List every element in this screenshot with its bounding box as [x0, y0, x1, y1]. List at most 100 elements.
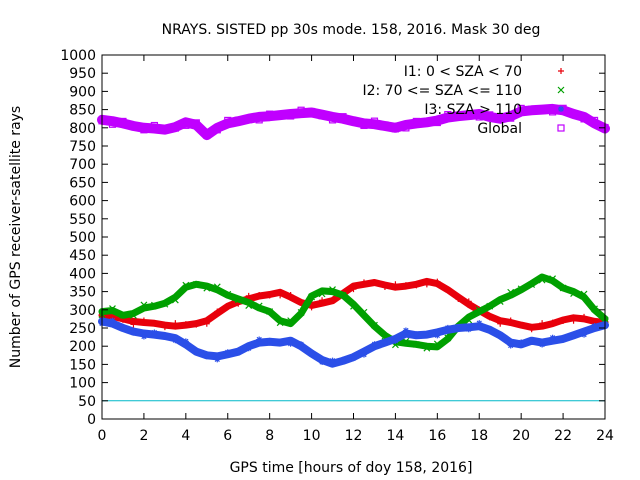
- chart-title: NRAYS. SISTED pp 30s mode. 158, 2016. Ma…: [162, 22, 541, 38]
- data-point: [454, 111, 462, 119]
- data-point: [109, 317, 116, 324]
- data-point: [455, 296, 462, 303]
- data-point: [182, 121, 190, 129]
- series-line: [98, 273, 609, 351]
- data-point: [287, 317, 295, 325]
- axis-ticks: [101, 54, 606, 420]
- data-point: [444, 111, 452, 119]
- data-point: [214, 308, 221, 315]
- data-point: [245, 116, 253, 124]
- data-point: [581, 313, 588, 320]
- data-point: [412, 117, 420, 126]
- data-point: [423, 118, 431, 126]
- data-point: [444, 334, 452, 342]
- data-point: [350, 355, 357, 362]
- data-point: [549, 275, 557, 283]
- y-tick-label: 600: [69, 194, 96, 210]
- data-point: [360, 279, 367, 286]
- data-point: [581, 331, 588, 338]
- data-point: [329, 296, 336, 303]
- data-point: [203, 353, 210, 360]
- data-point: [150, 121, 158, 130]
- data-point: [130, 321, 137, 328]
- data-point: [245, 345, 252, 352]
- data-point: [287, 340, 294, 347]
- data-point: [423, 344, 431, 352]
- data-point: [182, 321, 189, 328]
- x-tick-label: 14: [387, 428, 405, 444]
- data-point: [161, 324, 168, 331]
- data-point: [360, 121, 368, 130]
- data-point: [329, 357, 336, 364]
- x-tick-labels: 0 2 4 6 8 10 12 14 16 18 20 22 24: [98, 428, 614, 444]
- data-point: [517, 285, 525, 293]
- legend-label: I1: 0 < SZA < 70: [404, 64, 522, 80]
- y-tick-label: 350: [69, 285, 96, 301]
- data-point: [465, 326, 472, 333]
- data-point: [182, 338, 189, 345]
- data-point: [224, 290, 232, 298]
- data-point: [297, 309, 305, 316]
- legend-marker: [558, 106, 564, 112]
- data-point: [391, 125, 400, 133]
- legend-marker: [558, 68, 564, 74]
- data-point: [444, 324, 451, 331]
- legend-marker: [557, 124, 565, 132]
- data-point: [266, 308, 274, 316]
- data-point: [193, 321, 200, 328]
- x-tick-label: 2: [139, 428, 148, 444]
- data-point: [518, 322, 525, 329]
- data-point: [329, 286, 336, 294]
- x-tick-label: 20: [512, 428, 530, 444]
- y-tick-label: 700: [69, 157, 96, 173]
- data-point: [308, 304, 315, 311]
- series-4: [97, 103, 610, 141]
- data-point: [465, 112, 473, 120]
- data-point: [465, 298, 472, 305]
- x-tick-label: 16: [428, 428, 446, 444]
- data-point: [171, 124, 179, 132]
- data-point: [328, 116, 337, 124]
- data-point: [245, 302, 253, 309]
- data-point: [475, 306, 483, 314]
- y-tick-label: 0: [87, 412, 96, 428]
- data-point: [381, 339, 388, 346]
- data-point: [381, 284, 388, 291]
- data-point: [392, 281, 399, 288]
- y-tick-label: 950: [69, 66, 96, 82]
- y-tick-label: 750: [69, 139, 96, 155]
- data-point: [349, 117, 358, 125]
- data-point: [392, 337, 399, 344]
- data-point: [360, 308, 368, 316]
- data-point: [213, 126, 221, 134]
- data-point: [308, 293, 316, 301]
- data-point: [224, 116, 232, 125]
- data-point: [580, 115, 588, 123]
- data-point: [150, 301, 158, 309]
- data-point: [497, 333, 504, 340]
- data-point: [569, 110, 578, 118]
- legend-label: Global: [477, 121, 522, 137]
- data-point: [203, 284, 211, 292]
- data-point: [486, 111, 494, 119]
- data-point: [255, 116, 263, 124]
- data-point: [140, 126, 148, 134]
- data-point: [371, 279, 378, 286]
- legend-marker: [557, 86, 565, 94]
- data-point: [182, 281, 190, 289]
- x-tick-label: 0: [98, 428, 107, 444]
- data-point: [371, 341, 378, 348]
- data-point: [340, 356, 347, 363]
- data-point: [214, 356, 221, 363]
- data-point: [234, 296, 242, 304]
- y-tick-label: 400: [69, 266, 96, 282]
- data-point: [507, 317, 514, 324]
- data-point: [455, 325, 462, 331]
- data-point: [119, 117, 127, 126]
- x-tick-label: 18: [470, 428, 488, 444]
- legend-label: I3: SZA > 110: [424, 102, 522, 118]
- data-point: [203, 320, 210, 327]
- data-point: [538, 276, 546, 284]
- legend-label: I2: 70 <= SZA <= 110: [362, 83, 522, 99]
